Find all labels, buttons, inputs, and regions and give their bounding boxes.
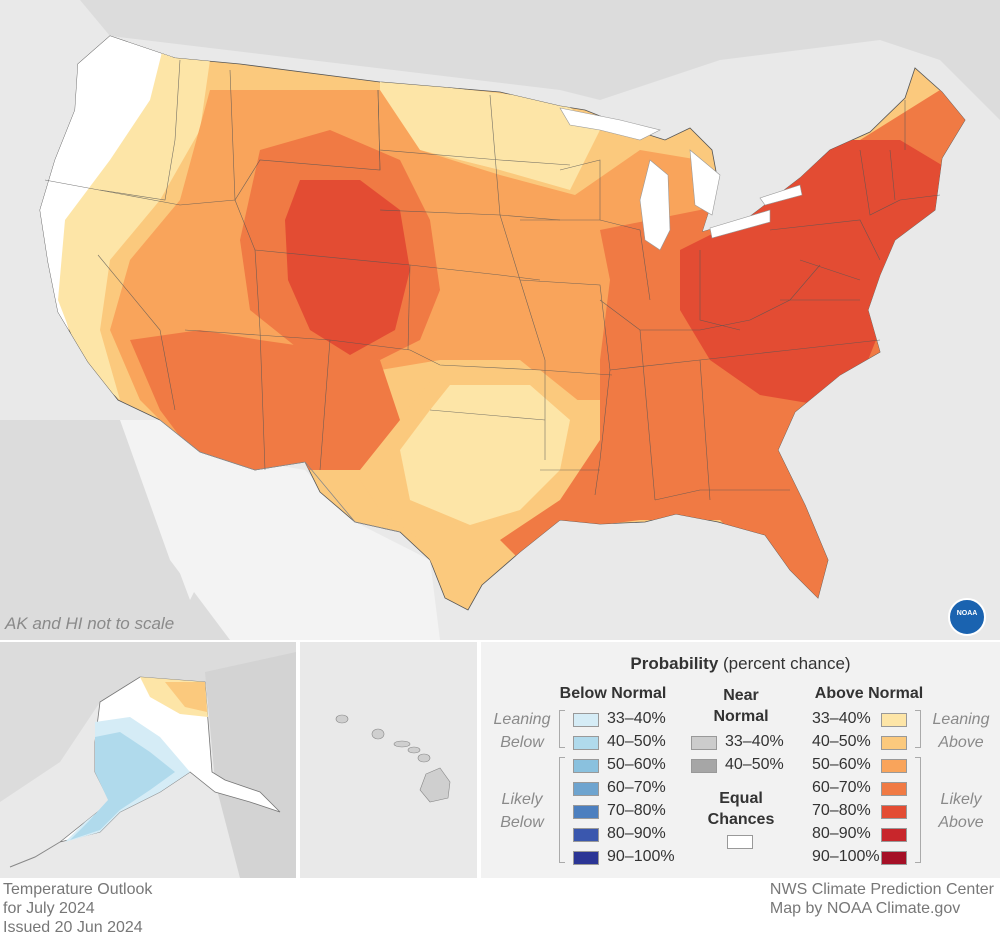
below-label-6: 90–100% — [607, 848, 675, 865]
likely-below-bracket — [559, 757, 565, 863]
alaska-map-svg — [0, 642, 296, 878]
equal-chances-line2: Chances — [707, 811, 775, 828]
above-label-1: 40–50% — [812, 733, 871, 750]
likely-above-line2: Above — [938, 814, 984, 831]
below-label-1: 40–50% — [607, 733, 666, 750]
conus-map-svg — [0, 0, 1000, 640]
hawaii-map-svg — [335, 714, 451, 803]
leaning-above-label: Leaning Above — [921, 708, 1000, 754]
above-label-3: 60–70% — [812, 779, 871, 796]
likely-above-label: Likely Above — [921, 788, 1000, 834]
footer-right: NWS Climate Prediction Center Map by NOA… — [770, 880, 994, 918]
legend-title: Probability (percent chance) — [481, 654, 1000, 674]
noaa-logo: NOAA — [948, 598, 986, 636]
inset-divider-1 — [296, 642, 300, 878]
below-swatch-1 — [573, 736, 599, 750]
likely-above-bracket — [915, 757, 921, 863]
below-swatch-4 — [573, 805, 599, 819]
outlook-title: Temperature Outlook — [3, 881, 153, 898]
below-swatch-3 — [573, 782, 599, 796]
below-swatch-2 — [573, 759, 599, 773]
above-swatch-6 — [881, 851, 907, 865]
inset-divider-2 — [477, 642, 481, 878]
above-swatch-0 — [881, 713, 907, 727]
below-label-2: 50–60% — [607, 756, 666, 773]
issued-date: Issued 20 Jun 2024 — [3, 919, 143, 936]
above-label-5: 80–90% — [812, 825, 871, 842]
above-swatch-3 — [881, 782, 907, 796]
likely-below-line1: Likely — [501, 791, 543, 808]
above-swatch-1 — [881, 736, 907, 750]
above-label-6: 90–100% — [812, 848, 880, 865]
near-normal-line2: Normal — [713, 708, 769, 725]
credit-map: Map by NOAA Climate.gov — [769, 900, 961, 917]
credit-cpc: NWS Climate Prediction Center — [769, 881, 994, 898]
likely-below-line2: Below — [500, 814, 544, 831]
leaning-below-label: Leaning Below — [481, 708, 563, 754]
above-label-2: 50–60% — [812, 756, 871, 773]
equal-chances-line1: Equal — [719, 790, 763, 807]
likely-above-line1: Likely — [940, 791, 982, 808]
below-swatch-5 — [573, 828, 599, 842]
above-swatch-5 — [881, 828, 907, 842]
below-label-3: 60–70% — [607, 779, 666, 796]
alaska-inset — [0, 642, 296, 878]
near-normal-heading: Near Normal — [681, 685, 801, 727]
equal-chances-swatch — [727, 835, 753, 849]
below-label-5: 80–90% — [607, 825, 666, 842]
leaning-below-line1: Leaning — [493, 711, 551, 728]
near-swatch-1 — [691, 759, 717, 773]
near-label-0: 33–40% — [725, 733, 784, 750]
below-label-4: 70–80% — [607, 802, 666, 819]
below-normal-heading: Below Normal — [559, 685, 667, 702]
near-swatch-0 — [691, 736, 717, 750]
legend-title-bold: Probability — [630, 654, 719, 673]
map-divider — [0, 640, 1000, 642]
below-label-0: 33–40% — [607, 710, 666, 727]
near-normal-line1: Near — [723, 687, 759, 704]
outlook-period: for July 2024 — [3, 900, 95, 917]
above-label-4: 70–80% — [812, 802, 871, 819]
equal-chances-heading: Equal Chances — [681, 788, 801, 830]
scale-note: AK and HI not to scale — [5, 614, 175, 633]
hawaii-inset — [300, 642, 477, 878]
conus-map: AK and HI not to scale NOAA — [0, 0, 1000, 640]
leaning-above-line1: Leaning — [932, 711, 990, 728]
leaning-below-bracket — [559, 710, 565, 748]
above-normal-heading: Above Normal — [814, 685, 924, 702]
leaning-above-line2: Above — [938, 734, 984, 751]
near-label-1: 40–50% — [725, 756, 784, 773]
above-swatch-4 — [881, 805, 907, 819]
above-label-0: 33–40% — [812, 710, 871, 727]
legend-panel: Probability (percent chance) Below Norma… — [481, 642, 1000, 878]
footer-left: Temperature Outlook for July 2024 Issued… — [3, 880, 152, 937]
noaa-logo-text: NOAA — [956, 610, 978, 617]
likely-below-label: Likely Below — [481, 788, 563, 834]
below-swatch-0 — [573, 713, 599, 727]
above-swatch-2 — [881, 759, 907, 773]
leaning-below-line2: Below — [500, 734, 544, 751]
legend-title-rest: (percent chance) — [718, 654, 851, 673]
leaning-above-bracket — [915, 710, 921, 748]
below-swatch-6 — [573, 851, 599, 865]
